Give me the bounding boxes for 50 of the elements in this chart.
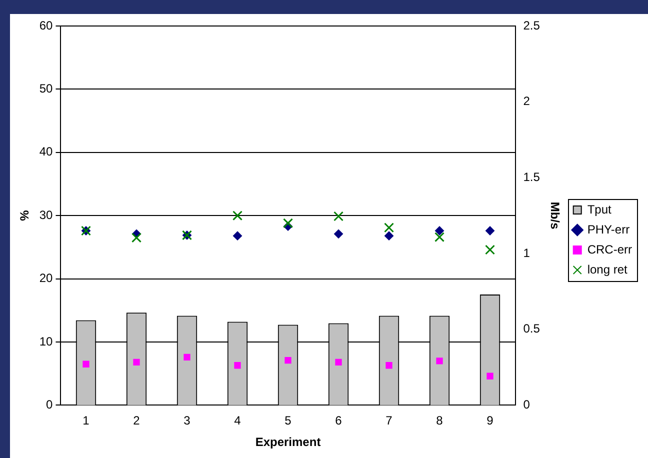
x-tick-label: 7 [386, 414, 393, 428]
y2-tick-label: 0.5 [523, 322, 540, 336]
point [233, 231, 242, 240]
y-tick-label: 40 [39, 144, 54, 159]
point [335, 358, 342, 366]
y2-tick-label: 2.5 [523, 18, 540, 32]
point [485, 244, 495, 255]
x-tick-label: 1 [82, 414, 90, 428]
point [384, 222, 394, 233]
point [283, 218, 293, 228]
y-tick-label: 60 [39, 18, 54, 32]
y2-axis-title: Mb/s [548, 202, 562, 230]
point [184, 354, 190, 360]
point [435, 226, 444, 236]
point [334, 229, 344, 238]
point [132, 232, 142, 243]
legend-label: Tput [587, 202, 612, 216]
point [436, 358, 443, 364]
x-tick-label: 2 [133, 414, 140, 428]
x-tick-label: 8 [436, 414, 444, 428]
y2-tick-label: 0 [523, 398, 530, 412]
legend-label: long ret [587, 262, 628, 276]
point [334, 211, 344, 222]
point [133, 358, 140, 366]
y-tick-label: 10 [39, 334, 54, 348]
legend-label: CRC-err [587, 242, 632, 256]
y-tick-label: 0 [46, 398, 54, 412]
point [284, 357, 292, 364]
point [234, 362, 241, 369]
point [82, 360, 90, 368]
point [486, 226, 495, 236]
point [232, 210, 242, 221]
y-axis-title: % [18, 210, 32, 221]
point [386, 362, 392, 369]
y2-tick-label: 1.5 [523, 170, 540, 184]
y2-tick-label: 1 [523, 246, 530, 260]
point [434, 232, 444, 242]
point [486, 372, 494, 380]
x-axis-title: Experiment [255, 435, 321, 450]
y-tick-label: 30 [39, 208, 54, 222]
y2-tick-label: 2 [523, 94, 530, 108]
x-tick-label: 5 [284, 414, 292, 428]
y-tick-label: 50 [39, 82, 54, 96]
y-tick-label: 20 [39, 271, 54, 286]
x-tick-label: 3 [184, 414, 191, 428]
x-tick-label: 4 [234, 414, 242, 428]
point [384, 231, 394, 240]
x-tick-label: 6 [335, 414, 342, 428]
x-tick-label: 9 [486, 414, 494, 428]
legend-label: PHY-err [587, 222, 630, 236]
